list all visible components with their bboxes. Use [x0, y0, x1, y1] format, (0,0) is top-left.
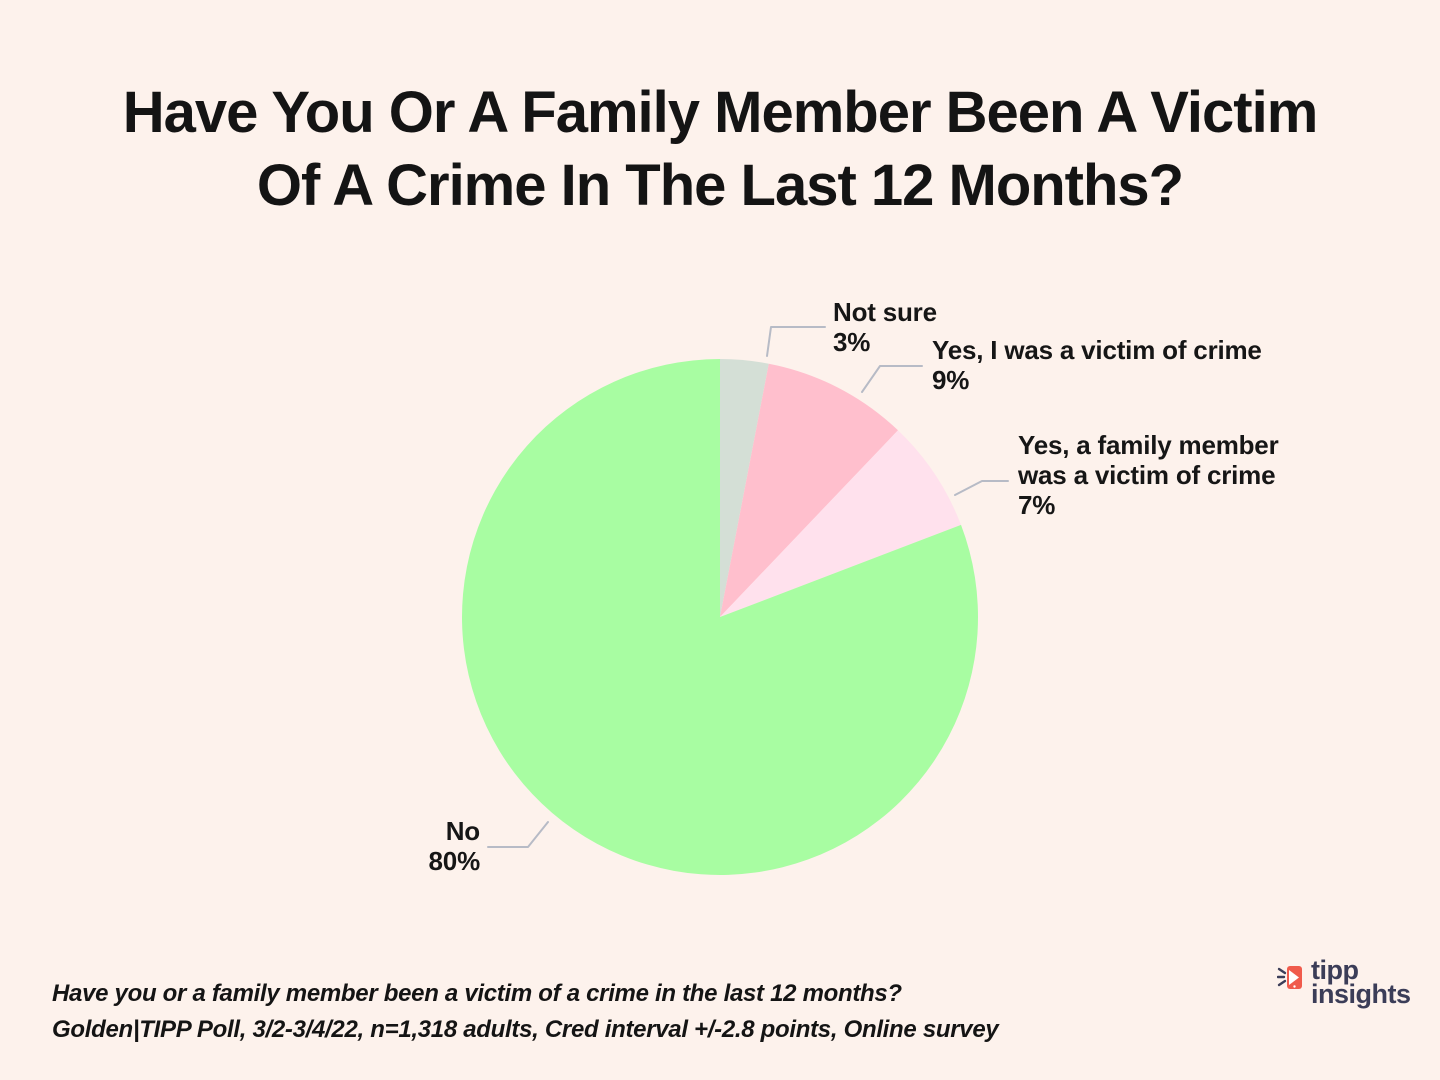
footnote-question: Have you or a family member been a victi…	[52, 980, 902, 1007]
footnote-source: Golden|TIPP Poll, 3/2-3/4/22, n=1,318 ad…	[52, 1016, 999, 1043]
page-title-line1: Have You Or A Family Member Been A Victi…	[122, 80, 1319, 145]
callout-not-sure-label: Not sure	[833, 297, 937, 327]
pie-slices-group	[461, 359, 978, 875]
tipp-logo-text-line1: tipp	[1311, 955, 1359, 985]
callout-victim-label: Yes, I was a victim of crime	[932, 335, 1262, 365]
callout-no-label: No	[445, 816, 480, 846]
leader-line-no	[487, 821, 549, 848]
callout-no: No 80%	[340, 816, 481, 876]
page-title-line2: Of A Crime In The Last 12 Months?	[256, 153, 1184, 218]
callout-victim-value: 9%	[932, 365, 970, 395]
tipp-logo-text-line2: insights	[1311, 979, 1411, 1009]
leader-line-family	[954, 480, 1009, 496]
leader-line-not-sure	[766, 326, 826, 357]
page-title: Have You Or A Family Member Been A Victi…	[0, 76, 1440, 222]
callout-not-sure-value: 3%	[833, 327, 871, 357]
pie-slice-yes-a-family-member-was-a-victim-of-crime	[720, 430, 961, 617]
callout-family-label-line1: Yes, a family member	[1018, 430, 1279, 460]
pie-slice-not-sure	[720, 359, 769, 617]
callout-family-value: 7%	[1018, 490, 1056, 520]
leader-line-victim	[861, 365, 923, 393]
callout-family-label-line2: was a victim of crime	[1018, 460, 1276, 490]
pie-slice-no	[461, 359, 978, 875]
tipp-logo-text: tipp insights	[1311, 955, 1411, 1009]
callout-no-value: 80%	[428, 846, 481, 876]
callout-yes-i-was-victim: Yes, I was a victim of crime 9%	[932, 335, 1262, 395]
callout-leader-lines	[487, 326, 1009, 848]
callout-not-sure: Not sure 3%	[833, 297, 937, 357]
tipp-insights-logo: tipp insights	[1277, 955, 1411, 1009]
pie-slice-yes-i-was-a-victim-of-crime	[720, 363, 898, 617]
tipp-logo-icon	[1277, 966, 1302, 989]
callout-family-member-victim: Yes, a family member was a victim of cri…	[1018, 430, 1279, 520]
footnote: Have you or a family member been a victi…	[52, 976, 999, 1048]
